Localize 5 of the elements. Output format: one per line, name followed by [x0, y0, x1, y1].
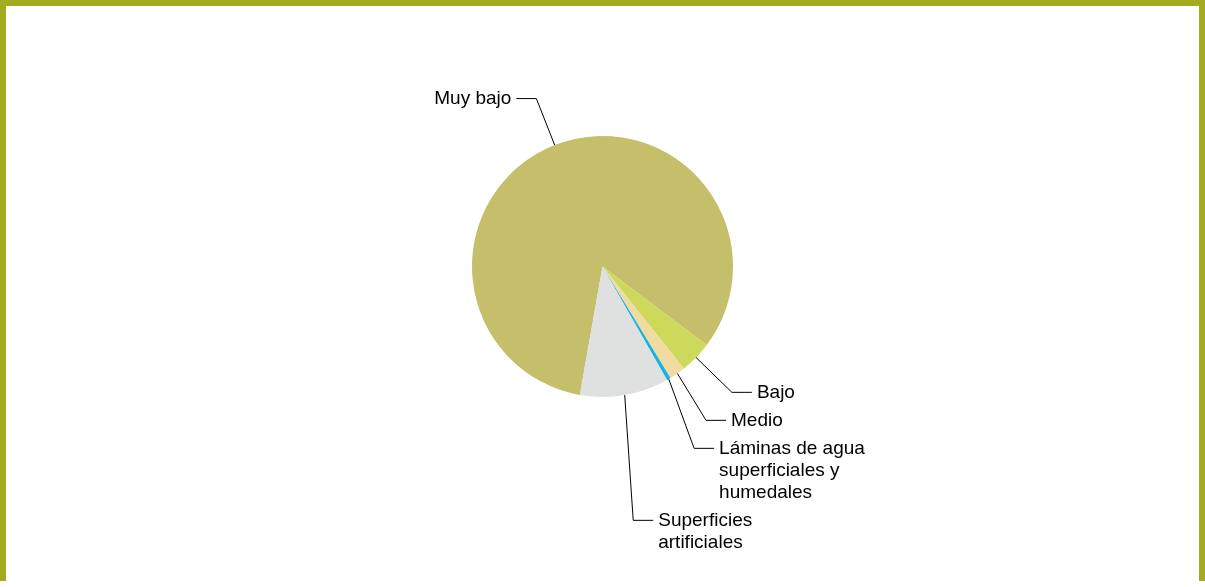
slice-label: Bajo — [756, 380, 795, 402]
slice-label: Medio — [731, 408, 783, 430]
slice-label: Superficies artificiales — [658, 508, 753, 552]
slice-label: Láminas de agua superficiales y humedales — [719, 436, 866, 502]
slice-label: Muy bajo — [434, 86, 512, 108]
